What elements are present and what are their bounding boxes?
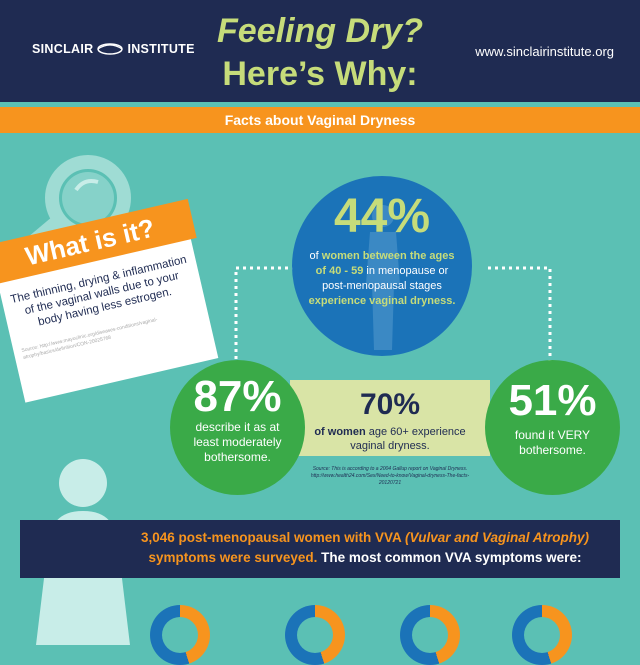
survey-text: 3,046 post-menopausal women with VVA (Vu…: [130, 528, 600, 568]
logo-left: SINCLAIR: [32, 42, 94, 56]
header: SINCLAIR INSTITUTE Feeling Dry? Here’s W…: [0, 0, 640, 102]
website-link[interactable]: www.sinclairinstitute.org: [475, 44, 614, 59]
stat-44-text: of women between the ages of 40 - 59 in …: [308, 249, 456, 309]
stat-70-bold: of women: [314, 426, 366, 438]
dotted-connector: [234, 266, 552, 380]
survey-common: The most common VVA symptoms were:: [321, 550, 582, 565]
survey-surveyed: symptoms were surveyed.: [148, 550, 318, 565]
stat-44-percent: 44%: [333, 190, 431, 243]
logo-emblem-icon: [97, 43, 124, 55]
stat-70-rest: age 60+ experience vaginal dryness.: [350, 426, 466, 452]
logo-right: INSTITUTE: [127, 42, 195, 56]
donut-chart-3: [400, 605, 460, 665]
stat-87-text: describe it as at least moderately bothe…: [193, 420, 282, 464]
facts-band: Facts about Vaginal Dryness: [0, 107, 640, 133]
donut-chart-4: [512, 605, 572, 665]
stat-51-circle: [485, 360, 620, 495]
stat-87-circle: [170, 360, 305, 495]
donut-chart-2: [285, 605, 345, 665]
stat-51-percent: 51%: [508, 376, 597, 425]
stat-70-percent: 70%: [359, 388, 421, 421]
stat-44-menopause: in menopause or post-menopausal stages: [322, 265, 449, 292]
stat-87-percent: 87%: [193, 372, 282, 421]
stat-70-panel: [290, 380, 490, 456]
gallup-source: Source: This is according to a 2004 Gall…: [310, 466, 470, 486]
donut-chart-1: [150, 605, 210, 665]
stat-70-text: of women age 60+ experience vaginal dryn…: [300, 425, 480, 453]
stat-44-highlight: women between the ages of 40 - 59: [315, 250, 455, 277]
stat-44-experience: experience vaginal dryness.: [308, 295, 456, 307]
title-line-1: Feeling Dry?: [217, 12, 423, 50]
survey-box: [20, 520, 620, 578]
title-line-2: Here’s Why:: [222, 55, 418, 93]
stat-44-of: of: [309, 250, 319, 262]
woman-figure-icon: [366, 205, 400, 350]
survey-number: 3,046 post-menopausal women with VVA: [140, 530, 402, 545]
stat-44-circle: [292, 176, 472, 356]
logo: SINCLAIR INSTITUTE: [32, 42, 195, 56]
stat-51-text: found it VERY bothersome.: [514, 428, 591, 457]
survey-paren: (Vulvar and Vaginal Atrophy): [405, 530, 590, 545]
